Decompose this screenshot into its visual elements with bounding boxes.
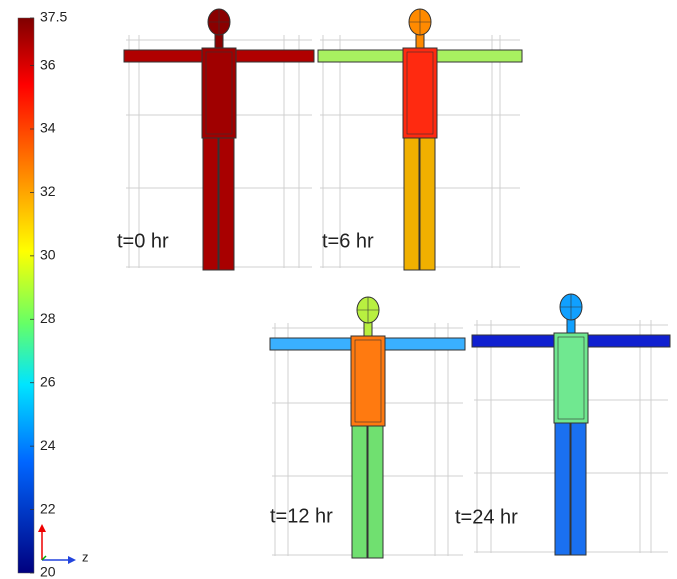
time-label: t=0 hr: [117, 230, 169, 252]
colorbar-tick-label: 37.5: [40, 9, 67, 25]
colorbar-tick-label: 24: [40, 437, 56, 453]
colorbar-tick-label: 20: [40, 564, 56, 579]
body-panel: t=6 hr: [318, 9, 522, 270]
torso: [403, 48, 437, 138]
colorbar-tick-label: 28: [40, 310, 56, 326]
body-panel: t=24 hr: [455, 294, 670, 555]
leg: [420, 138, 435, 270]
body-panel: t=0 hr: [117, 9, 314, 270]
leg: [219, 138, 234, 270]
torso: [202, 48, 236, 138]
leg: [352, 426, 367, 558]
colorbar-tick-label: 34: [40, 120, 56, 136]
colorbar-tick-label: 22: [40, 500, 56, 516]
torso: [351, 336, 385, 426]
leg: [555, 423, 570, 555]
colorbar-tick-label: 26: [40, 373, 56, 389]
leg: [368, 426, 383, 558]
leg: [203, 138, 218, 270]
colorbar-tick-label: 30: [40, 247, 56, 263]
torso: [554, 333, 588, 423]
colorbar-tick-label: 32: [40, 183, 56, 199]
page: z 20 22 24 26 28 30 32 34 36 37.5 t=0 hr t=6 hr t=12…: [0, 0, 677, 579]
leg: [404, 138, 419, 270]
axis-label: z: [82, 549, 89, 564]
colorbar: [18, 18, 34, 573]
time-label: t=6 hr: [322, 230, 374, 252]
time-label: t=24 hr: [455, 506, 518, 528]
figure: z 20 22 24 26 28 30 32 34 36 37.5 t=0 hr t=6 hr t=12…: [0, 0, 677, 579]
colorbar-tick-label: 36: [40, 56, 56, 72]
axis-triad: z: [38, 524, 89, 564]
body-panel: t=12 hr: [270, 297, 465, 558]
time-label: t=12 hr: [270, 505, 333, 527]
leg: [571, 423, 586, 555]
